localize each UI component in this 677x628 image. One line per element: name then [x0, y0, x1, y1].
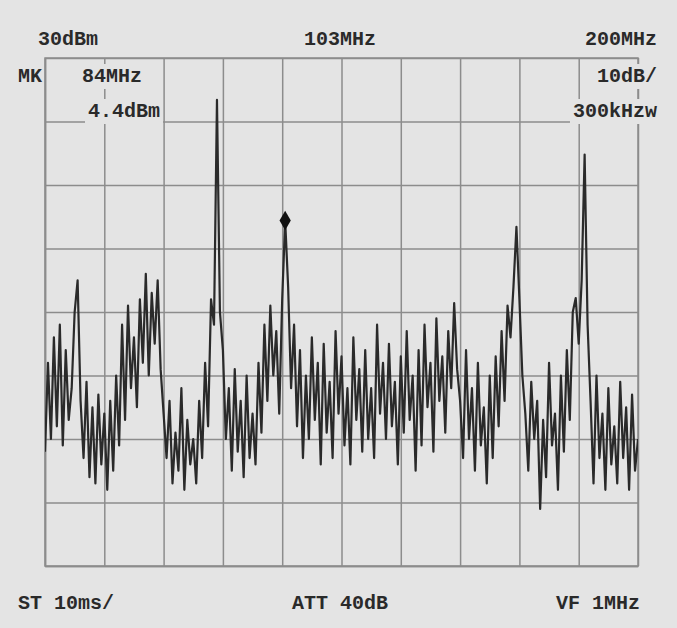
annotation: 10dB/	[594, 64, 660, 89]
y-tick	[45, 185, 638, 186]
annotation: 84MHz	[79, 64, 145, 89]
y-grid-line	[45, 439, 638, 441]
annotation-text: 10dB/	[597, 65, 657, 88]
spectrum-trace	[45, 100, 638, 509]
y-grid-line	[45, 502, 638, 504]
plot-frame	[45, 58, 638, 566]
annotation-text: ST 10ms/	[18, 592, 114, 615]
annotation-text: 300kHzw	[573, 100, 657, 123]
annotation: 4.4dBm	[85, 99, 163, 124]
background	[0, 0, 677, 628]
annotation: 30dBm	[38, 28, 98, 51]
y-grid-line	[45, 185, 638, 187]
annotation: 200MHz	[585, 28, 657, 51]
annotation-text: 84MHz	[82, 65, 142, 88]
annotation-text: MK	[18, 65, 42, 88]
annotation-text: 103MHz	[304, 28, 376, 51]
text-patch	[570, 99, 660, 124]
marker-diamond	[280, 211, 291, 231]
chart: 30dBm 103MHz 200MHz MK 84MHz 4.4dBm 10dB/300kH…	[0, 0, 677, 628]
annotation: 300kHzw	[570, 99, 660, 124]
y-grid-line	[45, 248, 638, 250]
annotation: VF 1MHz	[556, 592, 640, 615]
text-patch	[85, 99, 163, 124]
annotation-text: 200MHz	[585, 28, 657, 51]
annotation-text: 30dBm	[38, 28, 98, 51]
y-tick	[45, 439, 638, 440]
text-patch	[79, 64, 145, 89]
annotation: ST 10ms/	[18, 592, 114, 615]
annotation: ATT 40dB	[292, 592, 388, 615]
annotation: MK	[18, 65, 42, 88]
annotation-text: ATT 40dB	[292, 592, 388, 615]
x-axis	[46, 58, 639, 567]
text-patch	[594, 64, 660, 89]
y-grid-line	[45, 312, 638, 314]
annotation-text: 4.4dBm	[88, 100, 160, 123]
y-tick	[45, 312, 638, 313]
y-tick	[45, 249, 638, 250]
annotation-text: VF 1MHz	[556, 592, 640, 615]
plot-area	[45, 100, 638, 509]
annotation: 103MHz	[304, 28, 376, 51]
y-axis	[45, 59, 638, 567]
y-tick	[45, 503, 638, 504]
annotations: 30dBm 103MHz 200MHz MK 84MHz 4.4dBm 10dB/300kH…	[18, 28, 660, 615]
